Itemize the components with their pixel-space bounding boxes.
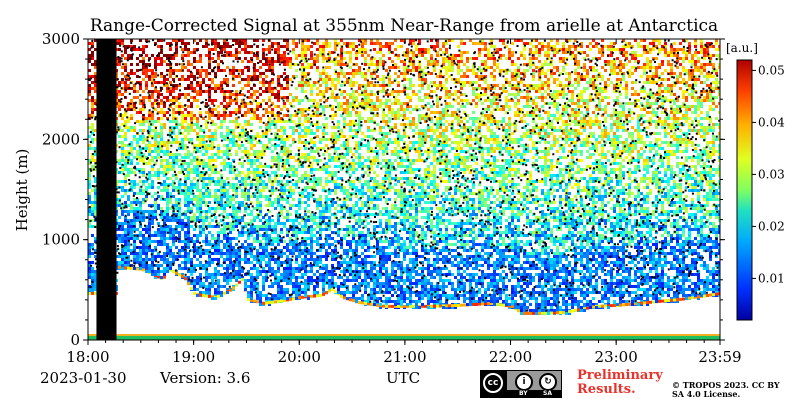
signal-cells	[148, 129, 568, 216]
chart-title: Range-Corrected Signal at 355nm Near-Ran…	[89, 16, 719, 36]
colorbar-tick-label: 0.01	[758, 271, 785, 285]
colorbar	[736, 59, 753, 321]
cc-sa-label: SA	[543, 390, 552, 397]
signal-cells	[223, 45, 226, 48]
signal-cells	[163, 69, 205, 93]
heatmap-area	[88, 39, 720, 340]
x-axis-label: UTC	[386, 369, 421, 387]
date-label: 2023-01-30	[40, 369, 127, 387]
signal-cells	[142, 66, 145, 69]
signal-cells	[151, 90, 154, 93]
signal-cells	[91, 84, 720, 231]
person-icon: i	[515, 373, 533, 391]
saturated-level-band	[88, 335, 720, 340]
cc-license-badge[interactable]: cc i ↻ BY SA	[480, 370, 562, 398]
no-data-gap	[96, 39, 117, 340]
signal-cells	[196, 42, 592, 123]
version-label: Version: 3.6	[160, 369, 251, 387]
signal-cells	[115, 63, 142, 87]
colorbar-tick-label: 0.05	[758, 63, 785, 77]
signal-cells	[199, 39, 202, 42]
signal-cells	[253, 51, 271, 69]
x-tick-label: 18:00	[66, 348, 109, 366]
copyright-notice: © TROPOS 2023. CC BY SA 4.0 License.	[672, 380, 780, 399]
plot-frame	[87, 38, 721, 341]
signal-cells	[238, 111, 241, 114]
colorbar-tick-label: 0.03	[758, 167, 785, 181]
signal-cells	[271, 42, 274, 45]
signal-cells	[256, 108, 259, 111]
x-tick-label: 23:00	[595, 348, 638, 366]
y-tick-label: 1000	[42, 231, 80, 249]
signal-cells	[106, 225, 715, 303]
signal-cells	[127, 54, 130, 57]
preliminary-results-note: Preliminary Results.	[577, 368, 663, 397]
x-tick-label: 20:00	[278, 348, 321, 366]
signal-cells	[124, 57, 706, 195]
colorbar-tick-label: 0.02	[758, 219, 785, 233]
signal-cells	[217, 117, 220, 120]
y-tick-label: 0	[70, 331, 80, 349]
colorbar-tick-label: 0.04	[758, 115, 785, 129]
signal-cells	[235, 75, 667, 234]
cc-logo-icon: cc	[481, 371, 507, 397]
share-alike-icon: ↻	[539, 373, 557, 391]
x-tick-label: 19:00	[172, 348, 215, 366]
y-tick-label: 2000	[42, 130, 80, 148]
x-tick-label: 21:00	[383, 348, 426, 366]
signal-cells	[286, 75, 289, 78]
signal-cells	[127, 108, 130, 111]
signal-cells	[256, 69, 280, 93]
signal-cells	[142, 237, 694, 312]
x-tick-label: 23:59	[698, 348, 741, 366]
y-tick-label: 3000	[42, 30, 80, 48]
colorbar-unit-label: [a.u.]	[726, 41, 758, 55]
signal-cells	[94, 171, 547, 297]
cc-by-label: BY	[519, 390, 528, 397]
signal-cells	[97, 126, 700, 249]
saturated-level-band	[88, 333, 720, 336]
signal-cells	[259, 87, 280, 99]
x-tick-label: 22:00	[489, 348, 532, 366]
